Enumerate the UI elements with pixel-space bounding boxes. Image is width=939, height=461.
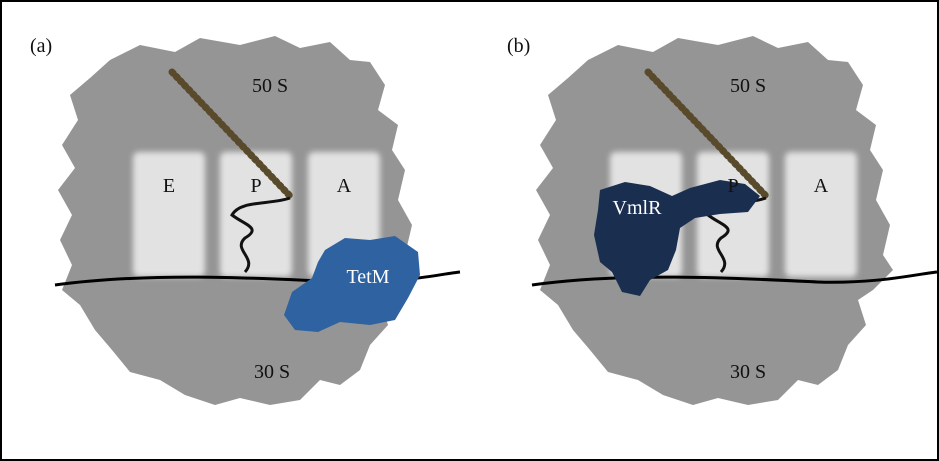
panel-label: (b) [507, 35, 530, 57]
subunit-label: 30 S [254, 361, 290, 383]
factor-label: VmlR [613, 197, 663, 219]
site-a [785, 152, 857, 277]
site-label: E [163, 175, 175, 197]
subunit-label: 50 S [252, 75, 288, 97]
site-e [133, 152, 205, 277]
subunit-label: 30 S [730, 361, 766, 383]
site-label: P [727, 175, 738, 197]
factor-label: TetM [346, 266, 389, 288]
panel-label: (a) [30, 35, 52, 57]
site-label: A [337, 175, 352, 197]
subunit-label: 50 S [730, 75, 766, 97]
figure: (a) 50 S E P A TetM 30 S (b) 50 S E P A … [0, 0, 939, 461]
site-label: A [814, 175, 829, 197]
site-label: P [250, 175, 261, 197]
